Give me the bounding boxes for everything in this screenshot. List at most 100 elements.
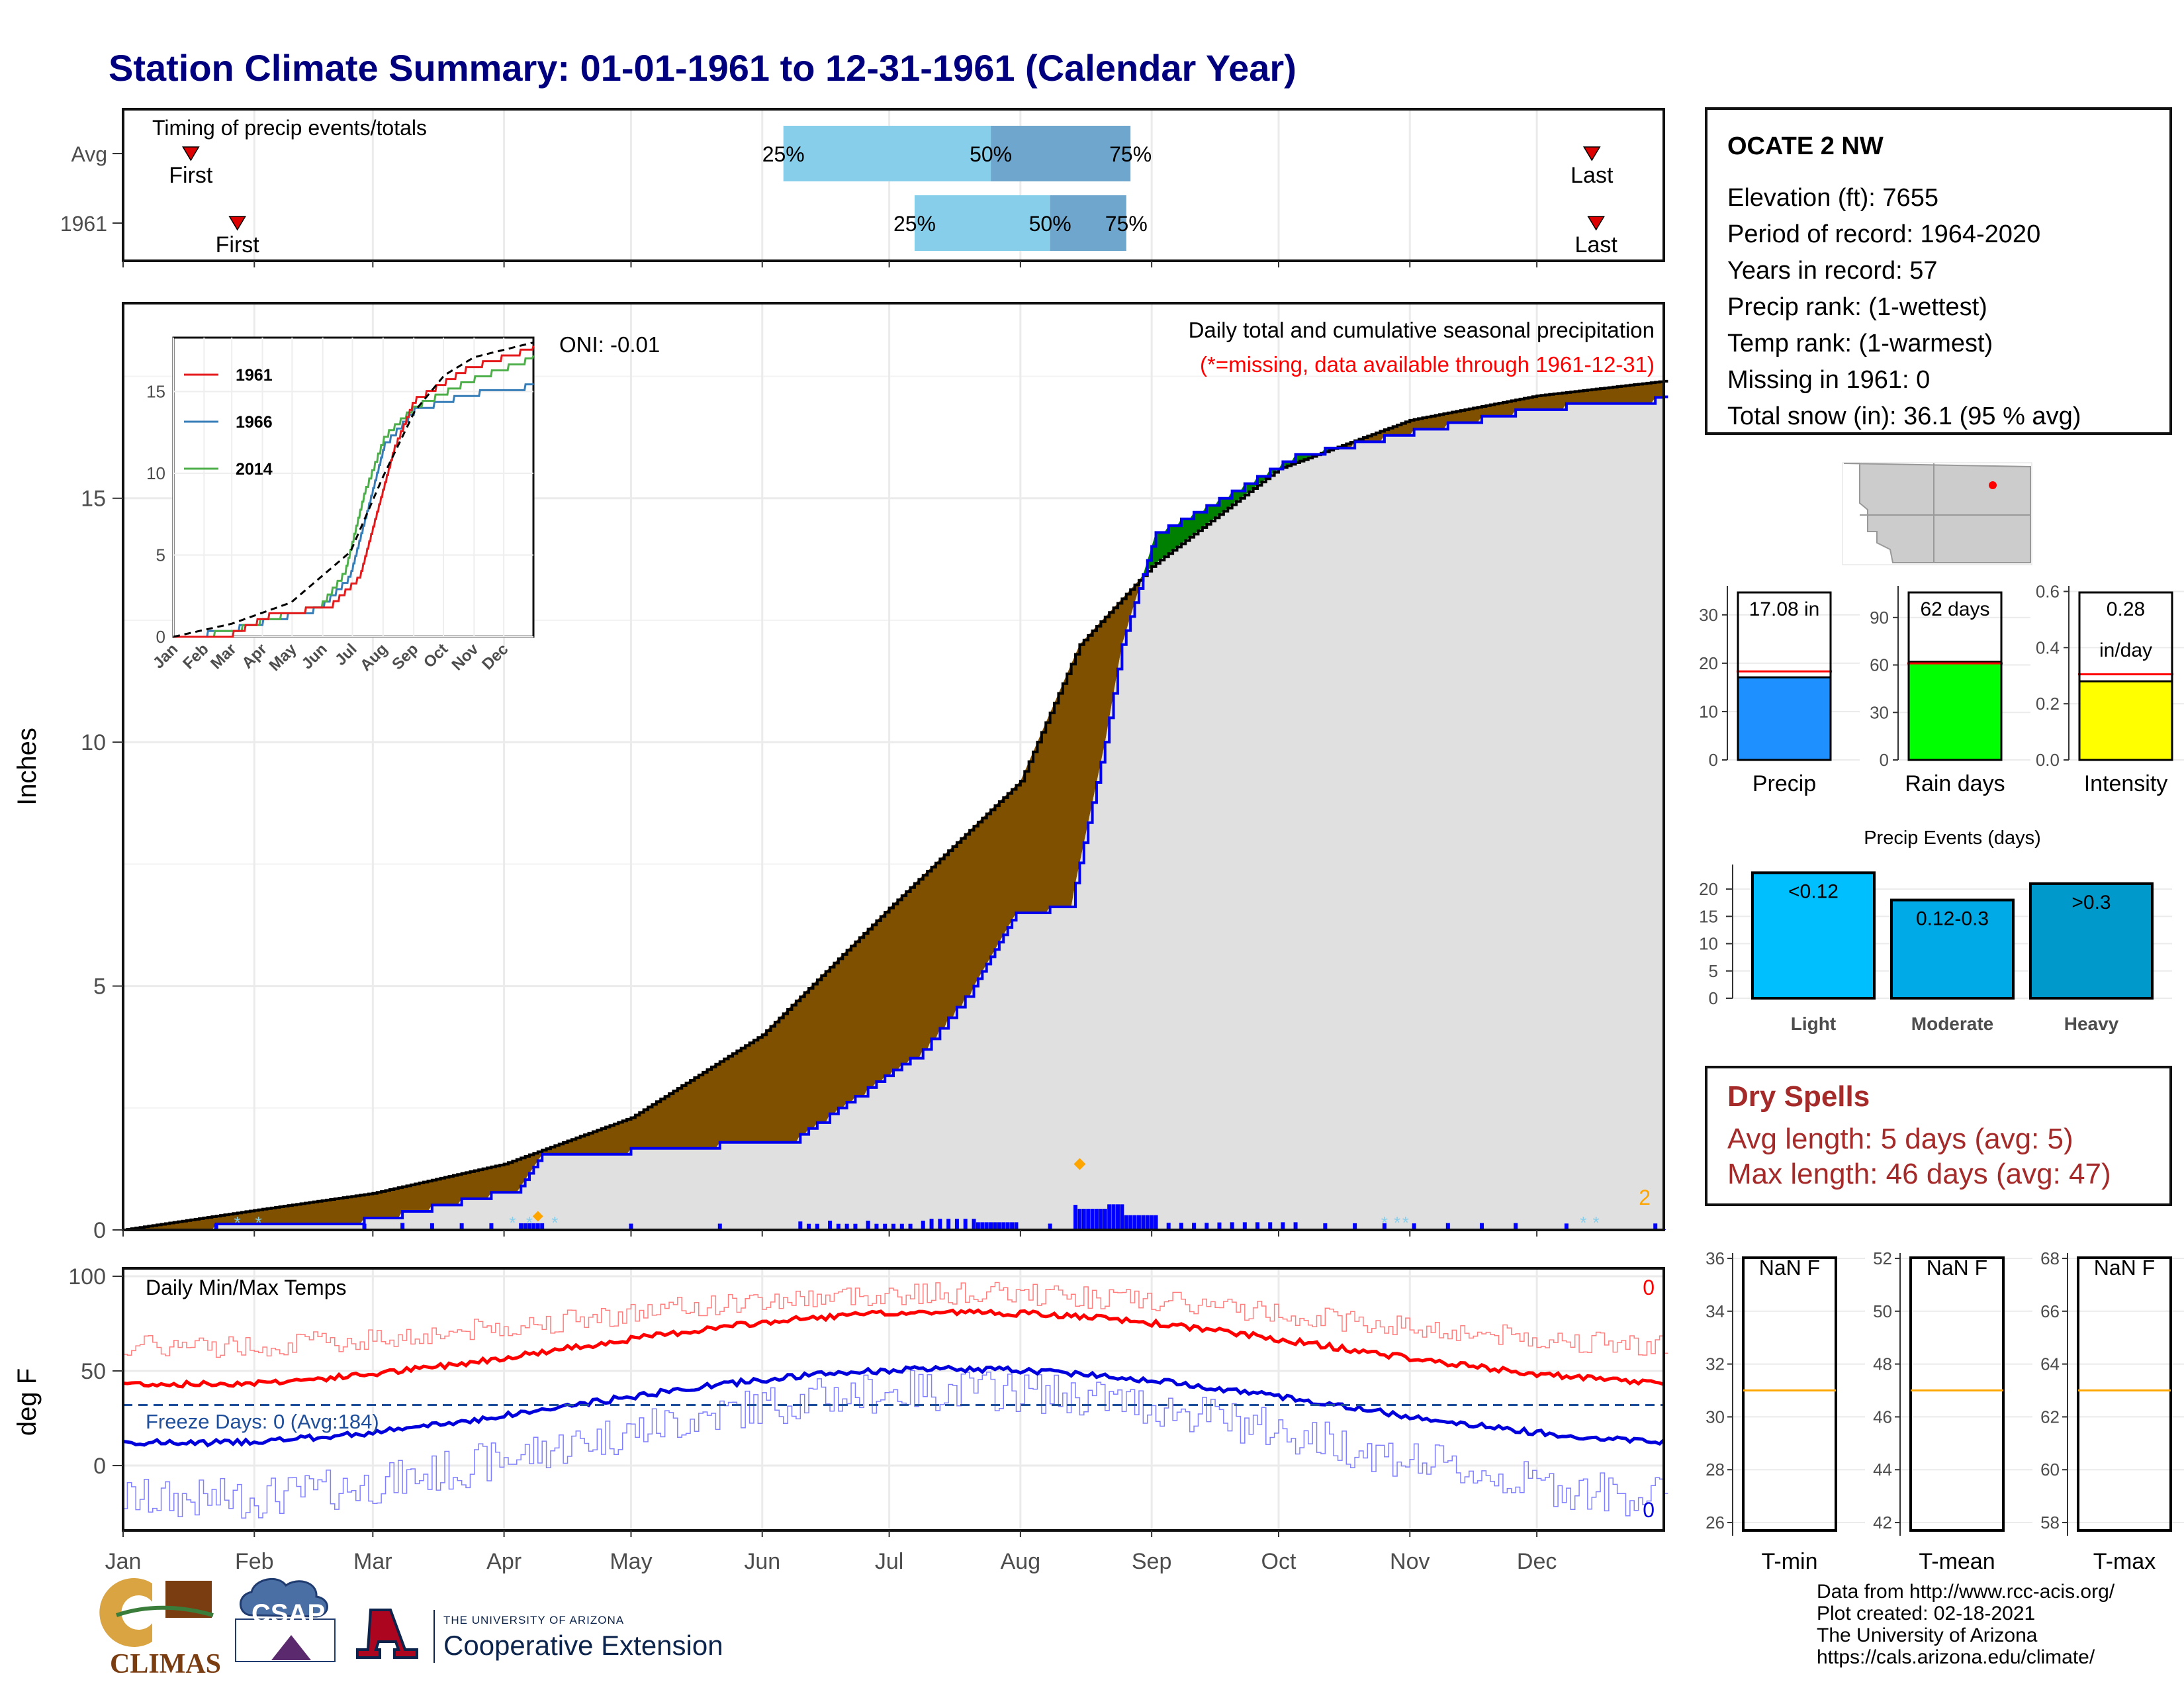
daily-precip-bar — [629, 1223, 633, 1230]
precip-events-chart: Precip Events (days) 0 5 10 15 20 <0.12 Light 0.… — [1699, 827, 2172, 1034]
snow-marker: * — [1402, 1213, 1409, 1233]
daily-precip-bar — [1217, 1222, 1222, 1230]
temp-bar-label: T-mean — [1919, 1549, 1995, 1574]
daily-precip-bar — [1073, 1205, 1078, 1230]
daily-precip-bar — [1081, 1209, 1086, 1230]
temp-bar-outline — [1909, 1256, 2005, 1532]
drier-than-avg-area — [123, 381, 1664, 1230]
bar-value-text: 17.08 in — [1749, 598, 1820, 620]
bar-y-tick: 90 — [1870, 608, 1889, 628]
daily-precip-bar — [1010, 1222, 1015, 1230]
daily-precip-bar — [1192, 1223, 1197, 1230]
daily-precip-bar — [362, 1223, 367, 1230]
max-count: 0 — [1643, 1276, 1655, 1299]
state-border — [1860, 463, 2030, 563]
daily-precip-bar — [807, 1223, 811, 1230]
temp-bg — [123, 1268, 1664, 1530]
daily-precip-bar — [866, 1221, 870, 1230]
bar-y-tick: 0.0 — [2036, 750, 2060, 770]
footer-line: Data from http://www.rcc-acis.org/ — [1817, 1581, 2115, 1603]
temp-bar-y-tick: 64 — [2040, 1354, 2060, 1374]
temp-bar-y-tick: 36 — [1706, 1248, 1725, 1268]
inset-y-tick: 5 — [156, 545, 165, 565]
temp-frame — [122, 1267, 1665, 1532]
last-label: Last — [1575, 232, 1618, 258]
first-marker — [228, 216, 247, 231]
snow-marker: * — [526, 1213, 533, 1233]
daily-precip-bar — [527, 1223, 531, 1230]
precip-frame — [122, 302, 1665, 1231]
month-axis: Jan Feb Mar Apr May Jun Jul Aug Sep Oct Nov Dec — [105, 1530, 1557, 1574]
temp-bar-value: NaN F — [2094, 1256, 2155, 1280]
snow-marker: * — [1381, 1213, 1388, 1233]
bar-y-tick: 20 — [1699, 653, 1718, 673]
daily-precip-bar — [1268, 1222, 1273, 1230]
daily-precip-bar — [1230, 1222, 1234, 1230]
station-location-dot — [1989, 481, 1997, 489]
first-label: First — [169, 163, 213, 188]
daily-precip-bar — [1099, 1209, 1103, 1230]
timing-p50-label: 50% — [970, 142, 1012, 166]
event-category-label: Moderate — [1911, 1013, 1993, 1034]
daily-precip-bar — [1382, 1223, 1387, 1230]
month-tick-label: Jan — [105, 1549, 142, 1574]
snow-marker: * — [509, 1213, 516, 1233]
daily-precip-bar — [523, 1223, 527, 1230]
y-tick-label: 0 — [93, 1218, 106, 1243]
daily-precip-bar — [853, 1223, 858, 1230]
bar-label: Precip — [1752, 771, 1816, 796]
daily-precip-bar — [430, 1223, 434, 1230]
daily-precip-bar — [997, 1222, 1001, 1230]
timing-frame — [122, 108, 1665, 262]
first-label: First — [216, 232, 260, 258]
event-category-label: Light — [1791, 1013, 1836, 1034]
month-tick-label: Nov — [1390, 1549, 1430, 1574]
bar-y-tick: 0 — [1880, 750, 1889, 770]
temp-bar-y-tick: 50 — [1873, 1301, 1892, 1321]
timing-title: Timing of precip events/totals — [152, 116, 427, 140]
daily-precip-bar — [993, 1222, 997, 1230]
events-title: Precip Events (days) — [1864, 827, 2041, 849]
daily-precip-bar — [954, 1219, 959, 1230]
temp-bar-y-tick: 30 — [1706, 1407, 1725, 1427]
avg-min-temp-line — [122, 1364, 1665, 1448]
station-line: Missing in 1961: 0 — [1727, 366, 1931, 394]
daily-precip-bar — [929, 1219, 934, 1230]
max-day-marker — [1073, 1158, 1086, 1170]
temp-bar-bg — [1733, 1253, 1865, 1536]
temp-bar-y-tick: 28 — [1706, 1460, 1725, 1479]
timing-box-lower — [783, 126, 991, 181]
y-tick-label: 10 — [81, 730, 106, 755]
temp-bar-y-tick: 44 — [1873, 1460, 1892, 1479]
daily-precip-bar — [1445, 1223, 1450, 1230]
daily-precip-bar — [214, 1223, 218, 1230]
last-marker — [1582, 146, 1601, 162]
month-tick-label: Dec — [1517, 1549, 1557, 1574]
daily-precip-bar — [1323, 1223, 1328, 1230]
month-tick-label: Apr — [486, 1549, 522, 1574]
temp-bar-y-tick: 68 — [2040, 1248, 2060, 1268]
bar-outline — [1737, 591, 1832, 761]
climas-logo-text: CLIMAS — [110, 1649, 222, 1679]
csap-cloud-icon — [240, 1578, 328, 1618]
precip-caption-missing: (*=missing, data available through 1961-… — [1200, 352, 1655, 377]
daily-precip-bar — [1353, 1223, 1357, 1230]
climas-logo-mark — [99, 1578, 152, 1647]
y-tick-label: 50 — [81, 1359, 106, 1384]
snow-marker: * — [234, 1213, 241, 1233]
daily-precip-bar — [938, 1219, 942, 1230]
daily-precip-bar — [1115, 1204, 1120, 1230]
snow-count: 2 — [1639, 1186, 1651, 1209]
inset-y-tick: 0 — [156, 627, 165, 647]
daily-precip-bar — [1107, 1204, 1112, 1230]
daily-precip-bar — [400, 1223, 405, 1230]
daily-precip-bar — [874, 1223, 879, 1230]
month-tick-label: Mar — [353, 1549, 392, 1574]
region-outline — [1843, 463, 2031, 563]
daily-precip-bar — [459, 1223, 464, 1230]
month-tick-label: Feb — [235, 1549, 274, 1574]
daily-precip-bar — [1001, 1222, 1006, 1230]
ua-line2: Cooperative Extension — [443, 1630, 723, 1661]
